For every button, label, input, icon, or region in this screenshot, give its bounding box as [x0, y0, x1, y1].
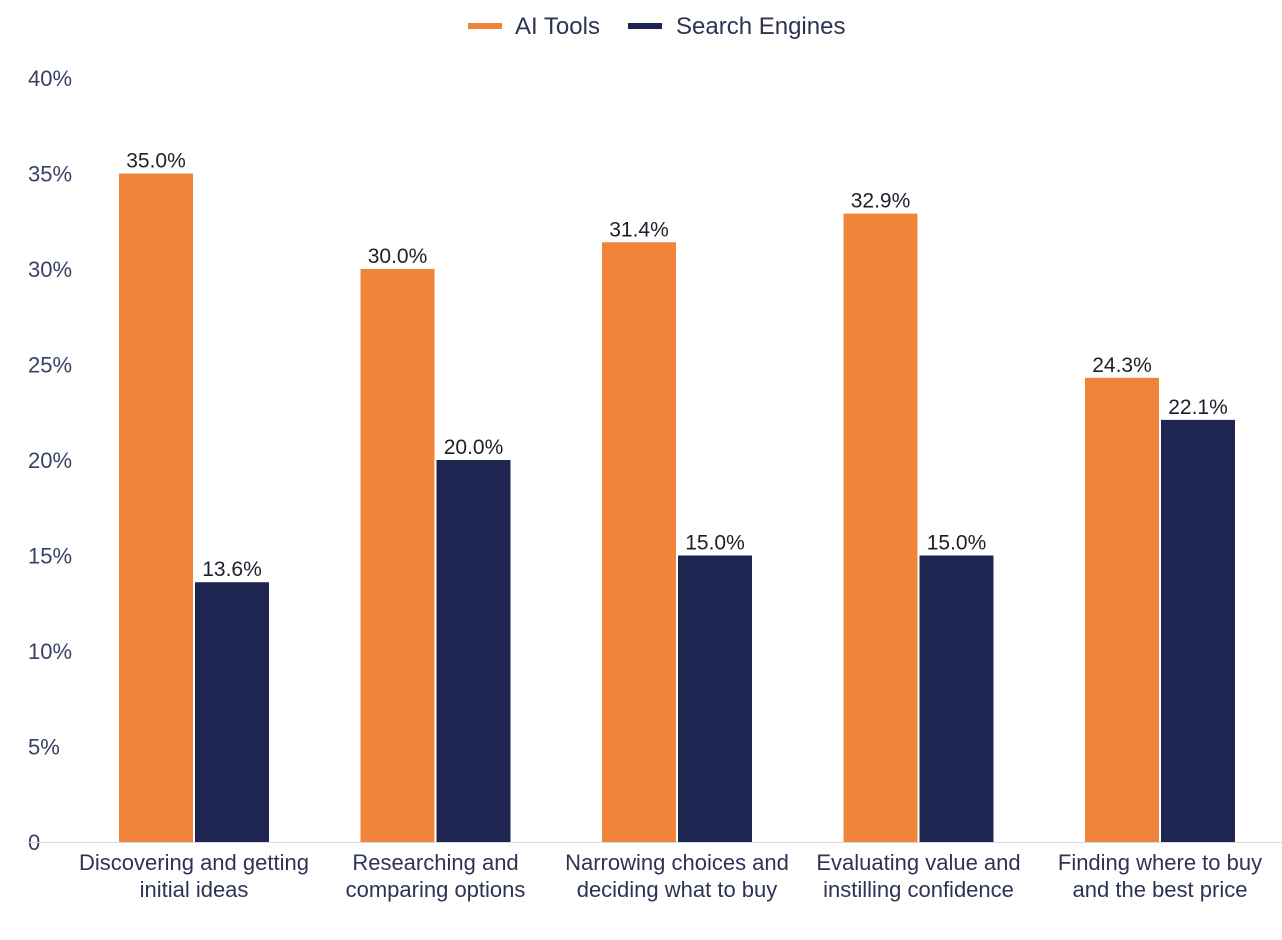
y-tick-label: 5%: [28, 735, 60, 760]
bar-search-engines: [919, 555, 994, 842]
x-category-label: Researching and comparing options: [346, 850, 526, 902]
bar-search-engines: [678, 555, 752, 842]
legend-label: Search Engines: [676, 13, 845, 40]
x-category-label: Discovering and getting initial ideas: [79, 850, 309, 902]
data-label: 30.0%: [368, 245, 428, 268]
y-tick-label: 15%: [28, 544, 72, 569]
bar-group: 31.4% 15.0%: [602, 218, 752, 842]
legend-swatch: [628, 23, 662, 29]
data-label: 32.9%: [851, 190, 911, 213]
bar-ai-tools: [602, 242, 676, 842]
x-axis: Discovering and getting initial ideas Rese…: [28, 842, 1282, 902]
legend-label: AI Tools: [515, 13, 600, 40]
bar-search-engines: [195, 582, 269, 842]
data-label: 15.0%: [927, 532, 987, 555]
data-label: 22.1%: [1168, 396, 1228, 419]
bar-group: 35.0% 13.6%: [119, 150, 269, 842]
bar-search-engines: [436, 460, 511, 842]
bar-group: 24.3% 22.1%: [1085, 354, 1235, 842]
legend-item-search-engines: Search Engines: [628, 13, 845, 40]
y-tick-label: 35%: [28, 162, 72, 187]
bar-ai-tools: [360, 269, 435, 842]
y-axis: 05%10%15%20%25%30%35%40%: [28, 66, 72, 855]
legend-swatch: [468, 23, 502, 29]
data-label: 13.6%: [202, 558, 262, 581]
y-tick-label: 40%: [28, 66, 72, 91]
bar-search-engines: [1161, 419, 1235, 842]
data-label: 20.0%: [444, 436, 504, 459]
bar-ai-tools: [119, 173, 193, 842]
data-label: 15.0%: [685, 532, 745, 555]
bar-group: 30.0% 20.0%: [360, 245, 511, 842]
x-category-label: Finding where to buy and the best price: [1058, 850, 1262, 902]
y-tick-label: 20%: [28, 448, 72, 473]
legend-item-ai-tools: AI Tools: [468, 13, 600, 40]
x-category-label: Narrowing choices and deciding what to bu…: [565, 850, 789, 902]
x-category-label: Evaluating value and instilling confidenc…: [816, 850, 1020, 902]
data-label: 24.3%: [1092, 354, 1152, 377]
legend: AI Tools Search Engines: [468, 13, 845, 40]
bar-group: 32.9% 15.0%: [843, 190, 994, 843]
y-tick-label: 30%: [28, 257, 72, 282]
y-tick-label: 25%: [28, 353, 72, 378]
bar-ai-tools: [843, 213, 918, 843]
y-tick-label: 10%: [28, 639, 72, 664]
bars-group: 35.0% 13.6% 30.0% 20.0% 31.4% 15.0% 32.9% 15.0%…: [119, 150, 1235, 843]
data-label: 31.4%: [609, 218, 669, 241]
data-label: 35.0%: [126, 150, 186, 173]
bar-ai-tools: [1085, 377, 1159, 842]
